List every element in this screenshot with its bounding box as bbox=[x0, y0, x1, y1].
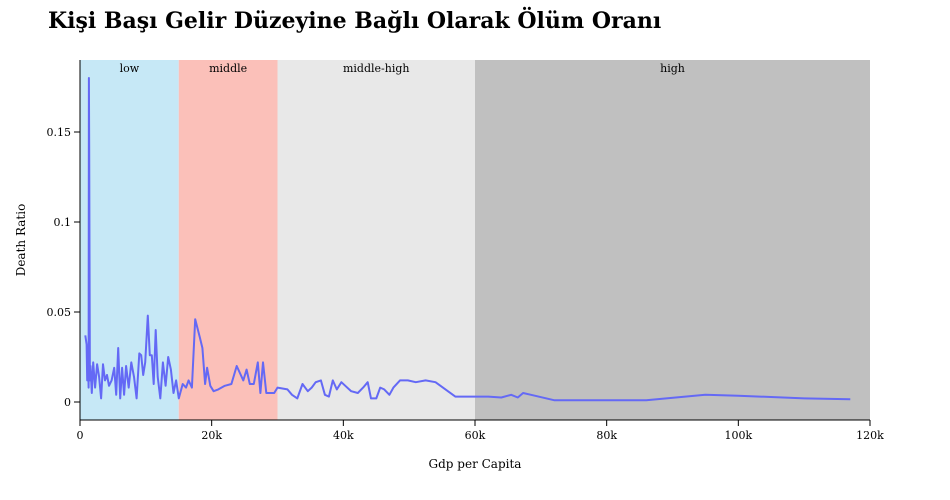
band-middle bbox=[178, 60, 278, 420]
band-label-middle-high: middle-high bbox=[343, 62, 410, 75]
x-tick-label: 60k bbox=[465, 429, 486, 442]
band-high bbox=[475, 60, 870, 420]
x-tick-label: 40k bbox=[333, 429, 354, 442]
y-tick-label: 0.05 bbox=[47, 306, 72, 319]
series-line-0 bbox=[84, 77, 851, 402]
band-middle-high bbox=[277, 60, 475, 420]
x-tick-label: 100k bbox=[724, 429, 752, 442]
death-ratio-series bbox=[84, 77, 851, 402]
y-axis-title: Death Ratio bbox=[14, 204, 28, 277]
income-bands: low middle middle-high high bbox=[80, 60, 870, 420]
x-axis-title: Gdp per Capita bbox=[429, 457, 522, 471]
band-label-middle: middle bbox=[209, 62, 247, 75]
y-tick-label: 0 bbox=[64, 396, 71, 409]
x-tick-label: 0 bbox=[77, 429, 84, 442]
y-tick-label: 0.15 bbox=[47, 126, 72, 139]
x-tick-label: 80k bbox=[596, 429, 617, 442]
y-tick-label: 0.1 bbox=[54, 216, 72, 229]
chart-title: Kişi Başı Gelir Düzeyine Bağlı Olarak Öl… bbox=[48, 8, 662, 34]
axes: 0 20k 40k 60k 80k 100k 120k 0 0.05 0.1 0.15 bbox=[47, 60, 884, 442]
band-low bbox=[80, 60, 179, 420]
x-tick-label: 20k bbox=[201, 429, 222, 442]
band-label-high: high bbox=[660, 62, 685, 75]
x-tick-label: 120k bbox=[856, 429, 884, 442]
band-label-low: low bbox=[120, 62, 140, 75]
